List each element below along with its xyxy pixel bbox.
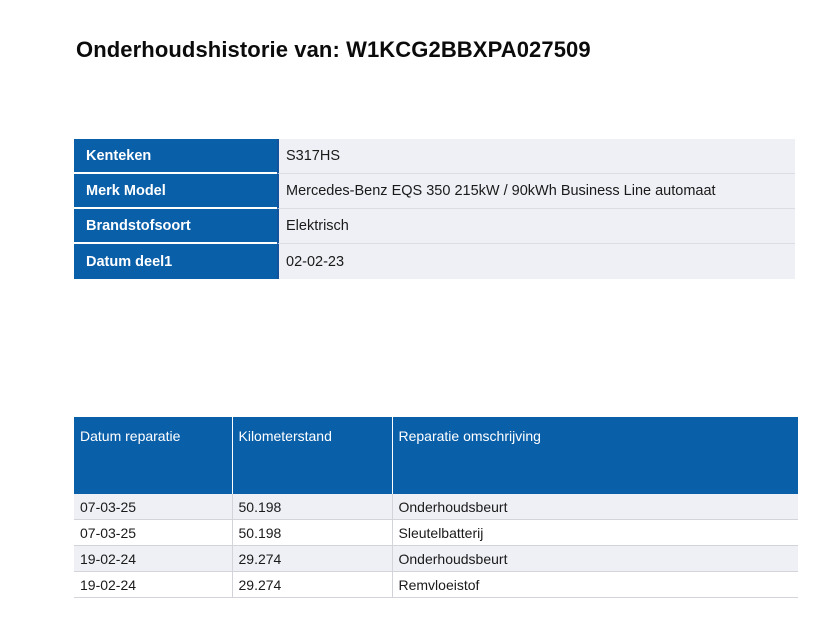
info-value-merk-model: Mercedes-Benz EQS 350 215kW / 90kWh Busi…: [277, 174, 795, 209]
cell-description: Onderhoudsbeurt: [392, 545, 798, 572]
table-row: Merk Model Mercedes-Benz EQS 350 215kW /…: [74, 174, 795, 209]
cell-mileage: 50.198: [232, 519, 393, 546]
table-row: 07-03-25 50.198 Onderhoudsbeurt: [74, 494, 798, 520]
table-row: 07-03-25 50.198 Sleutelbatterij: [74, 519, 798, 546]
info-label-datum-deel1: Datum deel1: [74, 244, 277, 279]
cell-mileage: 29.274: [232, 545, 393, 572]
cell-date: 19-02-24: [74, 545, 233, 572]
cell-mileage: 50.198: [232, 494, 393, 520]
info-label-merk-model: Merk Model: [74, 174, 277, 209]
page-title: Onderhoudshistorie van: W1KCG2BBXPA02750…: [76, 36, 591, 62]
table-row: Kenteken S317HS: [74, 139, 795, 174]
cell-date: 07-03-25: [74, 494, 233, 520]
vehicle-info-table: Kenteken S317HS Merk Model Mercedes-Benz…: [74, 139, 795, 279]
cell-description: Onderhoudsbeurt: [392, 494, 798, 520]
table-header-row: Datum reparatie Kilometerstand Reparatie…: [74, 417, 798, 494]
info-label-kenteken: Kenteken: [74, 139, 277, 174]
info-label-brandstofsoort: Brandstofsoort: [74, 209, 277, 244]
cell-date: 07-03-25: [74, 519, 233, 546]
table-row: 19-02-24 29.274 Onderhoudsbeurt: [74, 545, 798, 572]
column-header-description: Reparatie omschrijving: [392, 417, 798, 494]
table-row: Brandstofsoort Elektrisch: [74, 209, 795, 244]
table-row: Datum deel1 02-02-23: [74, 244, 795, 279]
repair-history-table: Datum reparatie Kilometerstand Reparatie…: [74, 417, 798, 598]
cell-date: 19-02-24: [74, 571, 233, 598]
info-value-datum-deel1: 02-02-23: [277, 244, 795, 279]
cell-description: Sleutelbatterij: [392, 519, 798, 546]
info-value-brandstofsoort: Elektrisch: [277, 209, 795, 244]
column-header-mileage: Kilometerstand: [232, 417, 393, 494]
column-header-date: Datum reparatie: [74, 417, 233, 494]
cell-mileage: 29.274: [232, 571, 393, 598]
info-value-kenteken: S317HS: [277, 139, 795, 174]
cell-description: Remvloeistof: [392, 571, 798, 598]
table-row: 19-02-24 29.274 Remvloeistof: [74, 571, 798, 598]
